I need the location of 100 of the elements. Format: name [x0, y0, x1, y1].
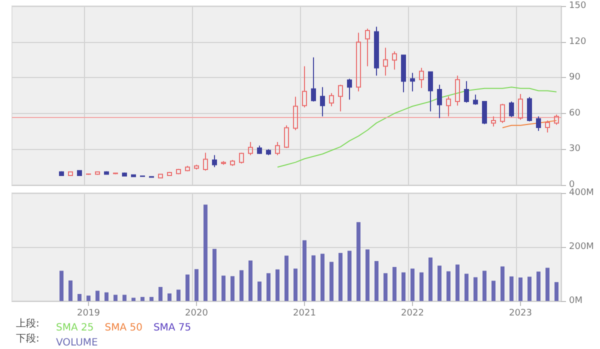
candlestick	[302, 66, 307, 108]
candlestick	[293, 96, 298, 131]
candlestick	[212, 154, 217, 168]
candlestick	[122, 172, 127, 177]
candlestick	[239, 152, 244, 164]
candlestick	[455, 75, 460, 106]
candlestick	[365, 28, 370, 67]
bar	[554, 282, 558, 301]
bar	[276, 269, 280, 301]
bar	[518, 278, 522, 301]
bar	[302, 240, 306, 301]
bar	[464, 274, 468, 301]
bar	[402, 272, 406, 301]
x-tick-label: 2019	[77, 308, 100, 318]
candlestick	[410, 72, 415, 92]
candlestick	[185, 165, 190, 172]
bar	[356, 222, 360, 301]
legend-label: SMA 75	[153, 322, 192, 334]
candlestick	[329, 92, 334, 107]
candlestick	[428, 71, 433, 112]
bar	[194, 269, 198, 301]
candlestick	[95, 171, 100, 176]
candlestick	[374, 26, 379, 76]
candlestick	[500, 103, 505, 124]
bar	[96, 290, 100, 301]
bar	[366, 249, 370, 301]
bar	[312, 255, 316, 301]
candlestick	[554, 114, 559, 126]
bar	[114, 294, 118, 301]
candlestick	[419, 67, 424, 88]
bar	[330, 262, 334, 301]
candlestick	[248, 142, 253, 156]
bar	[240, 270, 244, 301]
candlestick	[257, 145, 262, 154]
y-tick-label: 60	[569, 108, 581, 118]
x-tick-label: 2021	[293, 308, 316, 318]
text: VOLUME	[56, 338, 98, 348]
candlestick	[167, 171, 172, 177]
candlestick	[284, 124, 289, 149]
bar	[392, 266, 396, 301]
y-tick-label: 120	[569, 36, 586, 47]
candlestick	[176, 168, 181, 175]
candlestick	[320, 86, 325, 117]
bar	[492, 280, 496, 301]
legend-title: 下段:	[16, 332, 40, 344]
candlestick	[491, 116, 496, 128]
bar	[536, 272, 540, 301]
bar	[482, 270, 486, 301]
candlestick	[482, 100, 487, 125]
y-tick-label: 200M	[569, 242, 594, 252]
y-tick-label: 0M	[569, 296, 582, 306]
bar	[204, 204, 208, 301]
candlestick	[338, 84, 343, 112]
candlestick	[446, 96, 451, 117]
candlestick	[77, 170, 82, 176]
x-tick-label: 2023	[509, 308, 532, 318]
bar	[222, 276, 226, 301]
bar	[474, 277, 478, 301]
line-series	[502, 120, 557, 128]
candlestick	[356, 32, 361, 92]
bar	[68, 280, 72, 301]
y-tick-label: 400M	[569, 188, 594, 198]
bar	[86, 296, 90, 301]
candlestick	[59, 170, 64, 176]
line-series	[277, 86, 557, 168]
bar	[500, 266, 504, 301]
candlestick	[140, 174, 145, 178]
bar	[266, 273, 270, 301]
candlestick	[203, 152, 208, 172]
text: SMA 25	[56, 322, 94, 334]
bar	[186, 274, 190, 301]
y-tick-label: 150	[569, 1, 586, 11]
bar	[284, 256, 288, 301]
candlestick	[401, 54, 406, 93]
candlestick	[194, 164, 199, 170]
bar	[176, 290, 180, 301]
x-tick-label: 2020	[185, 308, 208, 318]
bar	[528, 276, 532, 301]
bar	[420, 272, 424, 301]
candlestick	[275, 142, 280, 156]
bar	[456, 264, 460, 301]
bar	[132, 298, 136, 301]
bar	[338, 252, 342, 301]
candlestick	[518, 93, 523, 120]
candlestick	[464, 80, 469, 104]
bar	[212, 248, 216, 301]
bar	[258, 282, 262, 301]
candlestick	[509, 100, 514, 118]
candlestick	[311, 56, 316, 102]
candlestick	[383, 47, 388, 76]
y-tick-label: 0	[569, 180, 575, 190]
candlestick	[473, 94, 478, 106]
candlestick	[104, 170, 109, 175]
bar	[410, 268, 414, 301]
bar	[78, 294, 82, 301]
bar	[384, 273, 388, 301]
bar	[140, 296, 144, 301]
bar	[374, 261, 378, 301]
bar	[248, 260, 252, 301]
bar	[158, 286, 162, 301]
